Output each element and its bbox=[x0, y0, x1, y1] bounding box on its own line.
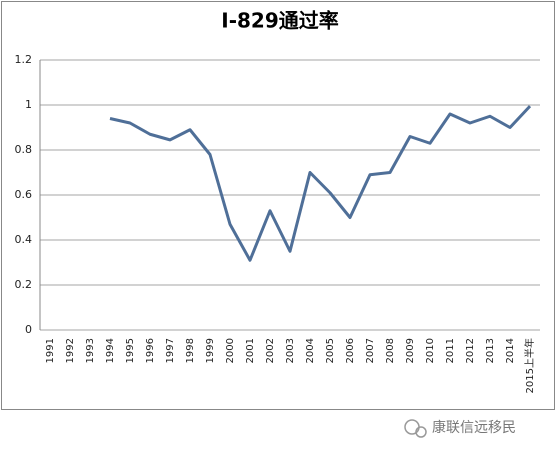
y-tick-label: 0.2 bbox=[15, 278, 33, 291]
x-tick-label: 2012 bbox=[465, 338, 476, 363]
x-tick-label: 1995 bbox=[125, 338, 136, 363]
x-tick-label: 2008 bbox=[385, 338, 396, 363]
x-tick-label: 2007 bbox=[365, 338, 376, 363]
x-tick-label: 2002 bbox=[265, 338, 276, 363]
x-tick-label: 1996 bbox=[145, 338, 156, 363]
x-tick-label: 2004 bbox=[305, 338, 316, 363]
data-line bbox=[109, 105, 532, 262]
y-tick-label: 0.6 bbox=[15, 188, 33, 201]
x-tick-label: 1992 bbox=[65, 338, 76, 363]
x-tick-label: 1991 bbox=[45, 338, 56, 363]
chart-title: I-829通过率 bbox=[221, 9, 339, 33]
x-tick-label: 2006 bbox=[345, 338, 356, 363]
x-tick-label: 2003 bbox=[285, 338, 296, 363]
watermark-icon bbox=[404, 419, 427, 438]
x-tick-label: 2005 bbox=[325, 338, 336, 363]
x-tick-label: 2001 bbox=[245, 338, 256, 363]
chart-border bbox=[1, 1, 555, 410]
x-tick-label: 1997 bbox=[165, 338, 176, 363]
x-tick-label: 2013 bbox=[485, 338, 496, 363]
y-tick-label: 0 bbox=[25, 323, 32, 336]
x-tick-label: 1993 bbox=[85, 338, 96, 363]
y-tick-label: 1.2 bbox=[15, 53, 33, 66]
x-tick-label: 2015上半年 bbox=[523, 338, 536, 393]
x-tick-label: 2014 bbox=[505, 338, 516, 363]
y-tick-label: 0.4 bbox=[15, 233, 33, 246]
watermark: 康联信远移民 bbox=[432, 419, 516, 436]
y-tick-label: 1 bbox=[25, 98, 32, 111]
x-tick-label: 2010 bbox=[425, 338, 436, 363]
x-tick-label: 1994 bbox=[105, 338, 116, 363]
x-tick-label: 2009 bbox=[405, 338, 416, 363]
y-tick-label: 0.8 bbox=[15, 143, 33, 156]
x-tick-label: 2000 bbox=[225, 338, 236, 363]
x-tick-label: 1999 bbox=[205, 338, 216, 363]
x-tick-label: 1998 bbox=[185, 338, 196, 363]
x-tick-label: 2011 bbox=[445, 338, 456, 363]
